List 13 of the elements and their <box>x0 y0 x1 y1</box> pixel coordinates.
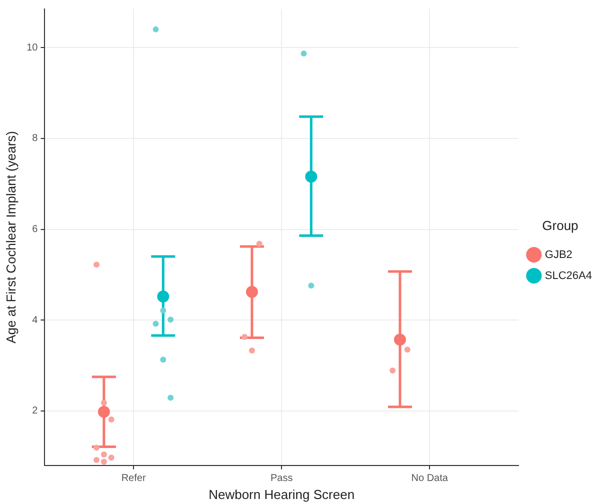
y-tick-label: 2 <box>32 406 38 417</box>
y-tick-label: 8 <box>32 133 38 144</box>
y-axis-title: Age at First Cochlear Implant (years) <box>3 130 18 344</box>
y-tick-label: 4 <box>32 314 38 326</box>
x-tick-label: No Data <box>411 473 448 484</box>
x-tick-label: Refer <box>121 473 146 484</box>
legend-label: SLC26A4 <box>544 270 592 282</box>
y-tick-label: 10 <box>26 42 38 54</box>
x-tick-label: Pass <box>270 473 293 484</box>
x-axis-title: Newborn Hearing Screen <box>208 486 355 502</box>
y-tick-label: 6 <box>32 224 38 236</box>
legend-label: GJB2 <box>544 248 572 261</box>
legend-title: Group <box>542 218 578 233</box>
